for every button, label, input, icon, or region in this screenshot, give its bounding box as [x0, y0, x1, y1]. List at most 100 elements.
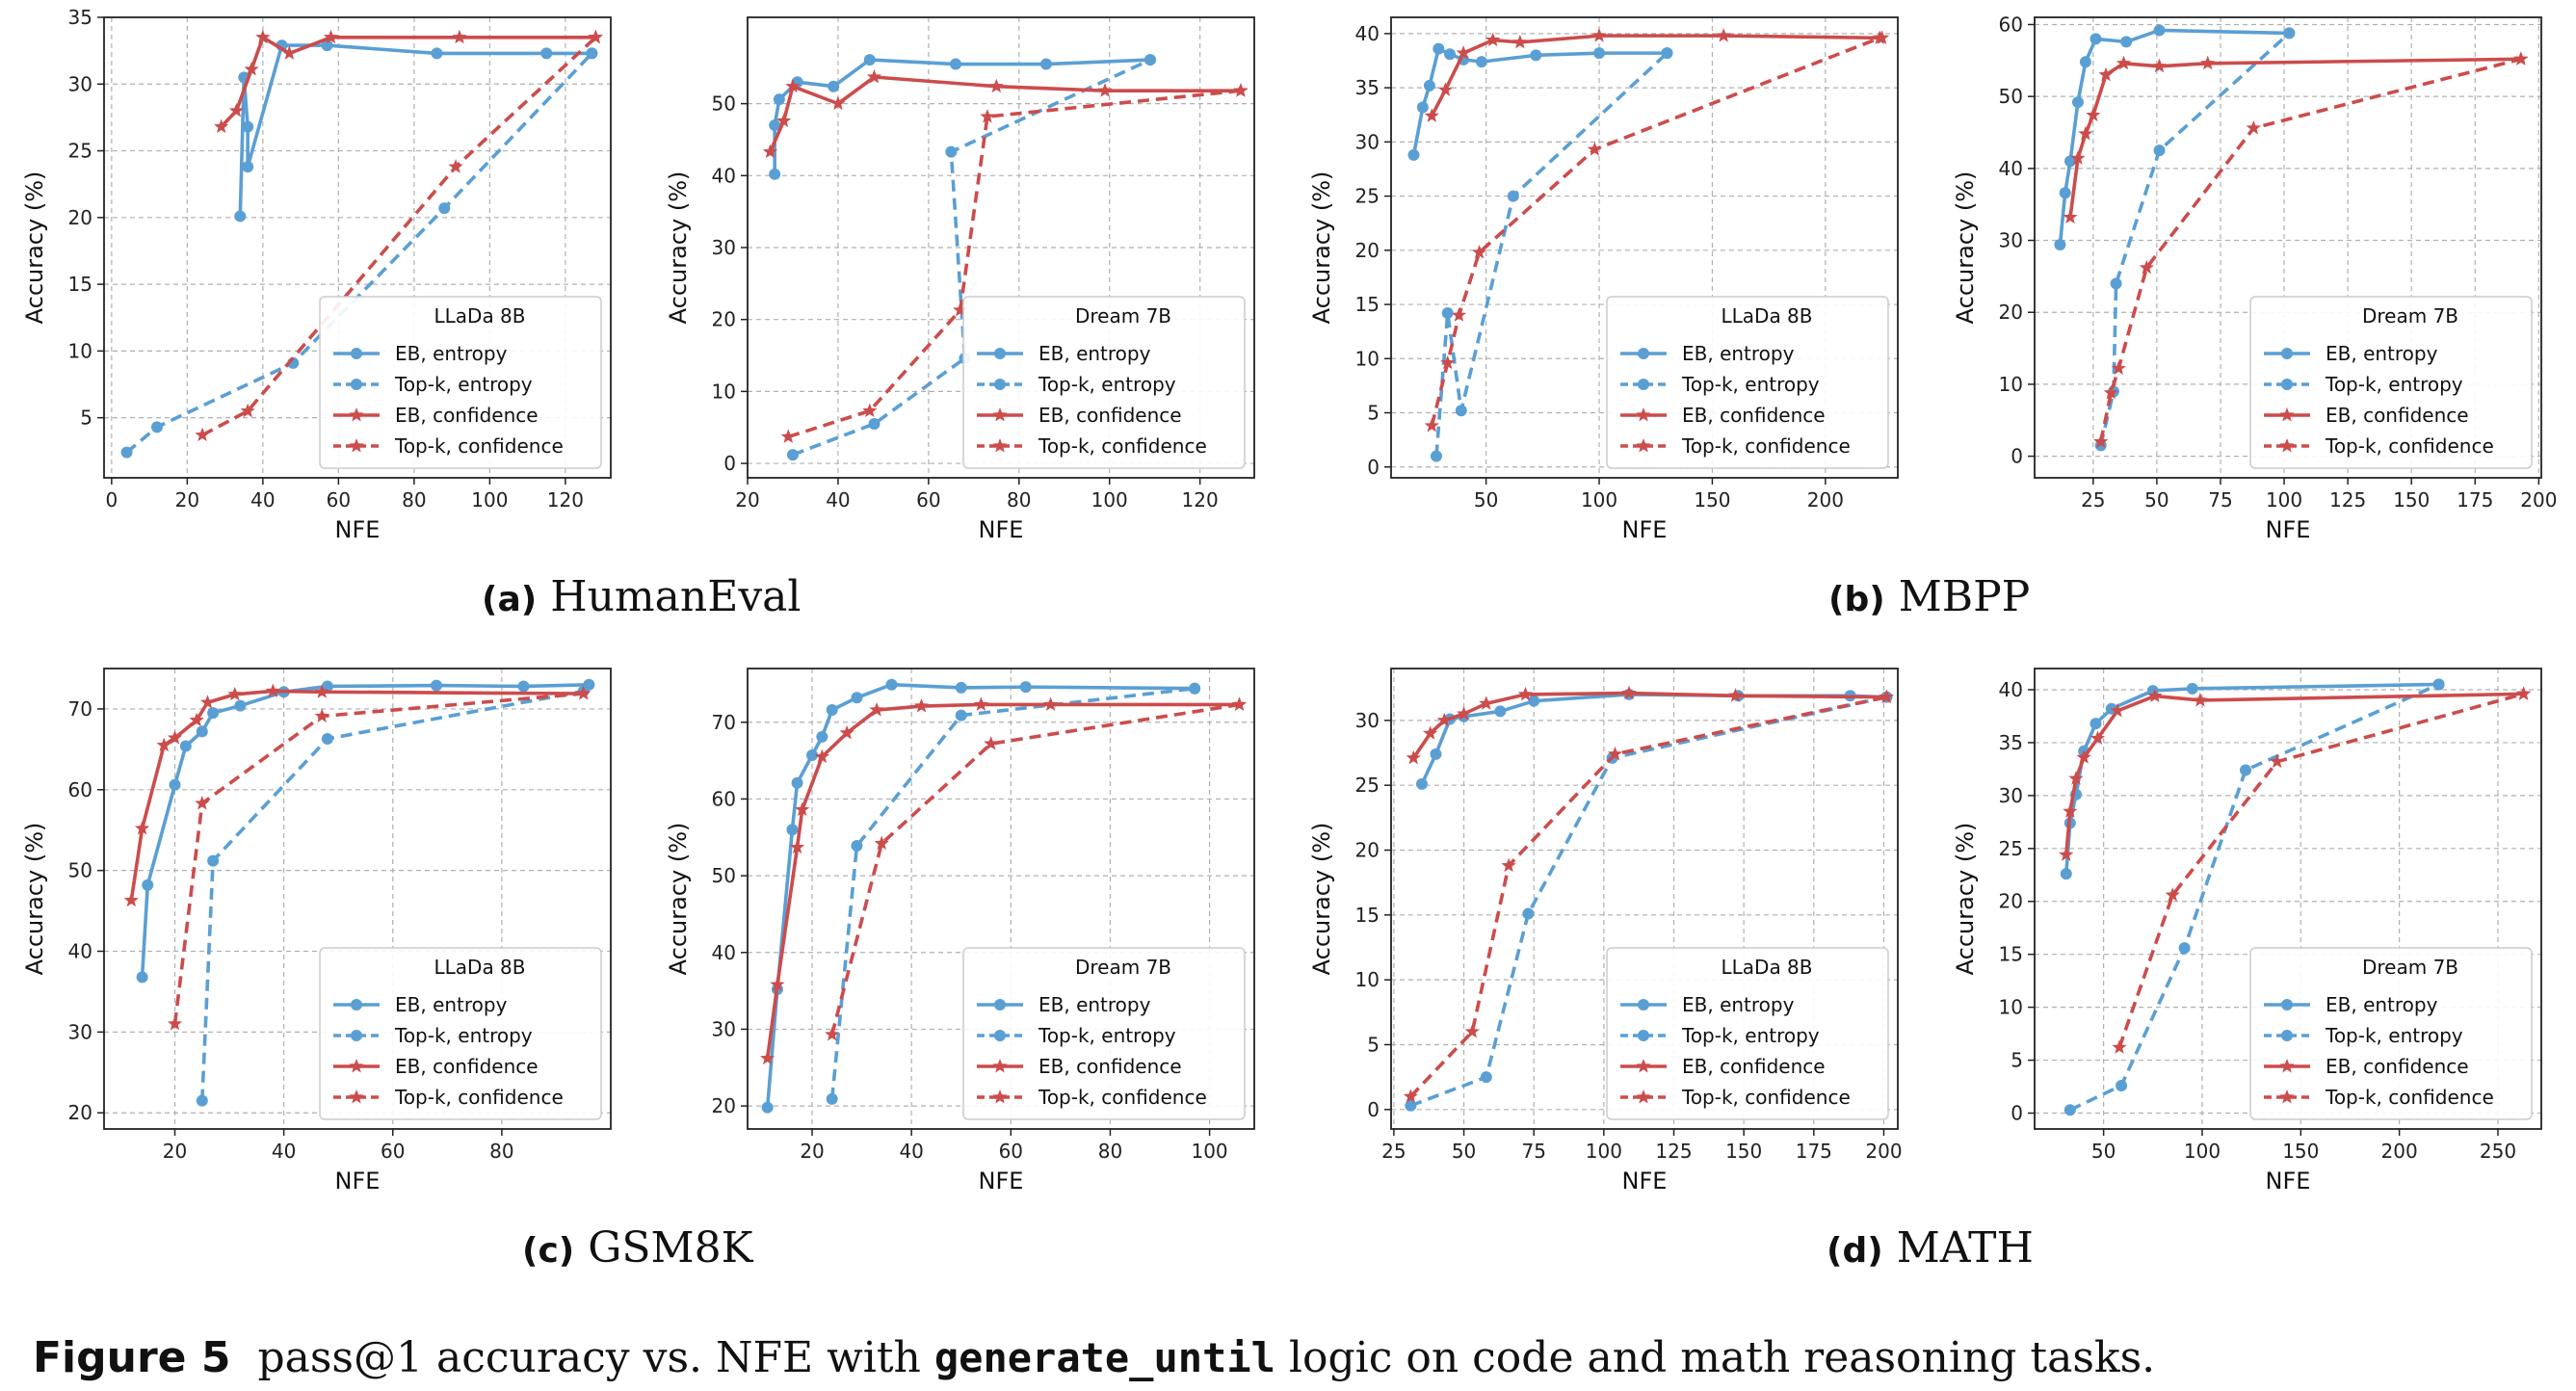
subcaption-c: (c) GSM8K [522, 1223, 752, 1273]
series-3 [214, 29, 603, 134]
data-point [806, 749, 819, 762]
legend-marker [992, 1089, 1008, 1104]
data-point [760, 1050, 775, 1065]
series-3 [1424, 28, 1890, 122]
series-4 [780, 83, 1249, 443]
y-tick-label: 20 [712, 1094, 736, 1117]
data-point [1440, 354, 1456, 370]
y-axis-label: Accuracy (%) [665, 823, 692, 976]
legend-title: LLaDa 8B [1722, 304, 1813, 328]
data-point [773, 93, 785, 106]
y-tick-label: 0 [1367, 456, 1380, 479]
y-axis-label: Accuracy (%) [665, 171, 692, 325]
x-tick-label: 60 [327, 488, 351, 512]
data-point [1593, 47, 1606, 60]
series-1 [136, 678, 595, 984]
data-point [1716, 28, 1731, 42]
x-tick-label: 20 [735, 488, 759, 512]
x-axis-label: NFE [2266, 516, 2311, 543]
data-point [950, 58, 962, 70]
data-point [2090, 730, 2106, 745]
subcaption-d: (d) MATH [1827, 1223, 2034, 1273]
data-point [1405, 1099, 1417, 1112]
y-tick-label: 5 [80, 407, 92, 430]
legend: LLaDa 8B EB, entropy Top-k, entropy EB, con… [1606, 947, 1889, 1120]
data-point [851, 840, 863, 853]
x-tick-label: 40 [272, 1140, 296, 1163]
x-tick-label: 100 [471, 488, 508, 512]
data-point [1430, 748, 1442, 760]
data-point [1406, 749, 1421, 765]
legend-marker [2279, 407, 2295, 422]
data-point [2193, 692, 2208, 707]
series-1 [1407, 42, 1673, 161]
legend-entry: EB, entropy [395, 342, 508, 365]
x-tick-label: 200 [2520, 488, 2557, 512]
data-point [448, 159, 463, 173]
legend-marker [349, 407, 364, 422]
data-point [863, 54, 876, 66]
data-point [769, 168, 781, 180]
y-tick-label: 60 [1999, 13, 2023, 36]
y-tick-label: 20 [1355, 839, 1380, 862]
series-line [2063, 692, 2524, 855]
chart-mbpp-llada: 50 100 150 200 0 5 10 15 20 25 30 35 40 NFE Accuracy (… [1308, 16, 1899, 543]
x-tick-label: 50 [2091, 1140, 2116, 1163]
series-4 [1424, 30, 1887, 433]
chart-mbpp-dream: 25 50 75 100 125 150 175 200 0 10 20 30 40 50 60 NFE Acc… [1952, 13, 2557, 543]
y-tick-label: 25 [68, 140, 92, 163]
data-point [2239, 764, 2251, 776]
data-point [240, 403, 255, 418]
series-2 [2063, 678, 2445, 1116]
x-tick-label: 150 [2393, 488, 2430, 512]
x-axis-label: NFE [335, 516, 381, 543]
x-axis-label: NFE [1622, 516, 1668, 543]
data-point [196, 1094, 208, 1107]
series-line [1420, 693, 1887, 785]
y-axis-label: Accuracy (%) [21, 823, 48, 976]
data-point [2116, 1079, 2128, 1091]
data-point [1444, 48, 1457, 61]
series-line [1430, 36, 1880, 427]
data-point [786, 449, 799, 461]
legend-box [319, 296, 602, 469]
x-axis-label: NFE [2266, 1168, 2311, 1194]
series-line [220, 35, 596, 128]
legend-entry: EB, confidence [2326, 1055, 2469, 1078]
y-tick-label: 40 [68, 940, 92, 963]
y-tick-label: 20 [1355, 239, 1380, 262]
legend-marker [2279, 1059, 2295, 1073]
x-tick-label: 150 [1694, 488, 1730, 512]
data-point [142, 879, 154, 891]
y-tick-label: 10 [1355, 347, 1380, 370]
data-point [255, 29, 271, 44]
legend-entry: Top-k, entropy [394, 373, 533, 396]
legend: Dream 7B EB, entropy Top-k, entropy EB, con… [2249, 947, 2533, 1120]
series-line [201, 36, 597, 437]
x-tick-label: 80 [489, 1140, 513, 1163]
data-point [586, 47, 598, 60]
x-tick-label: 40 [899, 1140, 923, 1163]
data-point [1528, 695, 1540, 707]
legend-entry: Top-k, entropy [1038, 373, 1176, 396]
data-point [2120, 36, 2133, 48]
data-point [762, 144, 778, 159]
legend-marker [349, 1089, 364, 1104]
figure-caption-code: generate_until [933, 1334, 1275, 1381]
data-point [1456, 706, 1472, 721]
data-point [866, 68, 882, 84]
y-tick-label: 35 [1999, 731, 2023, 754]
data-point [775, 113, 792, 128]
data-point [1423, 79, 1435, 92]
data-point [1517, 686, 1534, 701]
legend-box [1606, 947, 1889, 1120]
legend-marker [2281, 348, 2293, 359]
legend-marker [1638, 348, 1649, 359]
data-point [314, 708, 329, 722]
y-tick-label: 25 [1999, 837, 2023, 860]
legend-title: LLaDa 8B [434, 304, 526, 328]
y-axis-label: Accuracy (%) [1952, 823, 1979, 976]
y-tick-label: 50 [712, 864, 736, 887]
data-point [1451, 307, 1467, 322]
legend-entry: Top-k, confidence [1681, 434, 1851, 458]
